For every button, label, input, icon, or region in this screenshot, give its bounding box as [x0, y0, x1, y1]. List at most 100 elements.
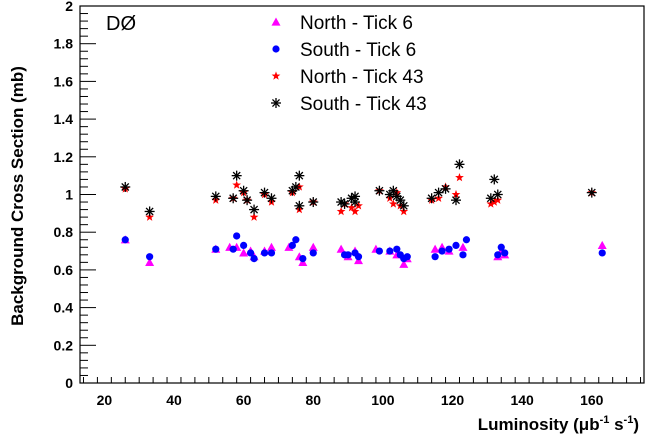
data-point	[266, 193, 277, 204]
data-point	[430, 244, 440, 253]
data-point	[386, 247, 394, 255]
series-0	[120, 235, 607, 268]
data-point	[485, 193, 496, 204]
y-tick-labels: 0 0.2 0.4 0.6 0.8 1 1.2 1.4 1.6 1.8 2	[54, 0, 74, 391]
series-1	[121, 232, 606, 263]
x-axis-title-mid: s	[609, 415, 623, 434]
data-point	[350, 206, 360, 216]
data-point	[454, 159, 465, 170]
x-tick-label: 100	[371, 392, 395, 408]
data-point	[598, 249, 606, 257]
x-axis-title-exp2: -1	[624, 414, 634, 426]
data-point	[440, 183, 451, 194]
x-tick-label: 60	[236, 392, 252, 408]
data-point	[426, 193, 437, 204]
legend-label: South - Tick 43	[300, 94, 427, 115]
y-axis-title: Background Cross Section (mb)	[8, 66, 27, 326]
data-point	[398, 200, 409, 211]
data-point	[399, 259, 409, 268]
y-tick-label: 0.8	[54, 224, 74, 240]
legend-marker	[271, 17, 281, 26]
data-point	[146, 253, 154, 261]
data-point	[597, 240, 607, 249]
x-tick-label: 80	[305, 392, 321, 408]
data-point	[451, 189, 461, 199]
data-point	[288, 241, 296, 249]
data-point	[239, 248, 249, 257]
data-point	[308, 197, 319, 208]
data-point	[486, 199, 496, 208]
data-point	[145, 257, 155, 266]
data-point	[388, 185, 399, 196]
data-point	[493, 195, 503, 204]
data-point	[249, 204, 260, 215]
data-point	[336, 206, 346, 216]
data-point	[350, 191, 361, 202]
legend-label: North - Tick 43	[300, 67, 424, 88]
data-point	[259, 187, 270, 198]
y-tick-label: 0.4	[54, 300, 74, 316]
x-tick-label: 40	[166, 392, 182, 408]
x-tick-label: 120	[441, 392, 465, 408]
legend-marker	[272, 45, 280, 53]
data-point	[347, 203, 356, 212]
data-point	[399, 206, 409, 216]
data-point	[233, 232, 241, 240]
data-point	[438, 247, 446, 255]
data-point	[336, 244, 346, 253]
data-point	[232, 180, 242, 189]
x-axis-title-base: Luminosity (μb	[478, 415, 600, 434]
data-point	[144, 206, 155, 217]
data-point	[393, 245, 401, 253]
data-point	[299, 254, 307, 263]
data-point	[339, 198, 350, 209]
y-tick-label: 0	[65, 375, 73, 391]
data-point	[242, 195, 253, 206]
data-point	[494, 251, 502, 259]
data-point	[395, 195, 406, 206]
data-point	[240, 241, 248, 249]
x-tick-label: 20	[97, 392, 113, 408]
x-tick-label: 140	[510, 392, 534, 408]
y-tick-label: 1	[65, 187, 73, 203]
legend-marker	[271, 98, 281, 108]
x-tick-label: 160	[580, 392, 604, 408]
y-tick-label: 1.8	[54, 36, 74, 52]
legend: North - Tick 6 South - Tick 6 North - Tick…	[271, 13, 427, 115]
series-3	[120, 159, 597, 217]
data-point	[459, 251, 467, 259]
data-points	[120, 159, 607, 268]
data-point	[344, 251, 352, 259]
plot-frame	[79, 5, 645, 384]
data-point	[249, 212, 259, 221]
data-point	[290, 181, 301, 192]
y-tick-label: 2	[65, 0, 73, 14]
axis-ticks	[80, 5, 642, 384]
data-point	[145, 212, 154, 221]
data-point	[586, 187, 597, 198]
data-point	[308, 242, 318, 251]
data-point	[246, 249, 255, 257]
y-tick-label: 1.6	[54, 73, 74, 89]
data-point	[354, 253, 363, 261]
x-axis-title-exp1: -1	[600, 414, 610, 426]
data-point	[388, 199, 398, 208]
y-tick-label: 0.2	[54, 337, 74, 353]
data-point	[501, 249, 509, 257]
legend-label: North - Tick 6	[300, 13, 413, 34]
data-point	[451, 195, 461, 206]
data-point	[266, 242, 276, 251]
data-point	[267, 249, 276, 257]
x-axis-title-end: )	[633, 415, 639, 434]
data-point	[431, 253, 439, 261]
data-point	[294, 200, 305, 211]
data-point	[294, 170, 305, 181]
y-tick-label: 0.6	[54, 262, 74, 278]
legend-marker	[271, 71, 281, 80]
data-point	[375, 247, 384, 255]
data-point	[212, 245, 220, 253]
data-point	[292, 236, 300, 244]
data-point	[228, 193, 239, 204]
legend-label: South - Tick 6	[300, 40, 416, 61]
data-point	[121, 236, 129, 244]
